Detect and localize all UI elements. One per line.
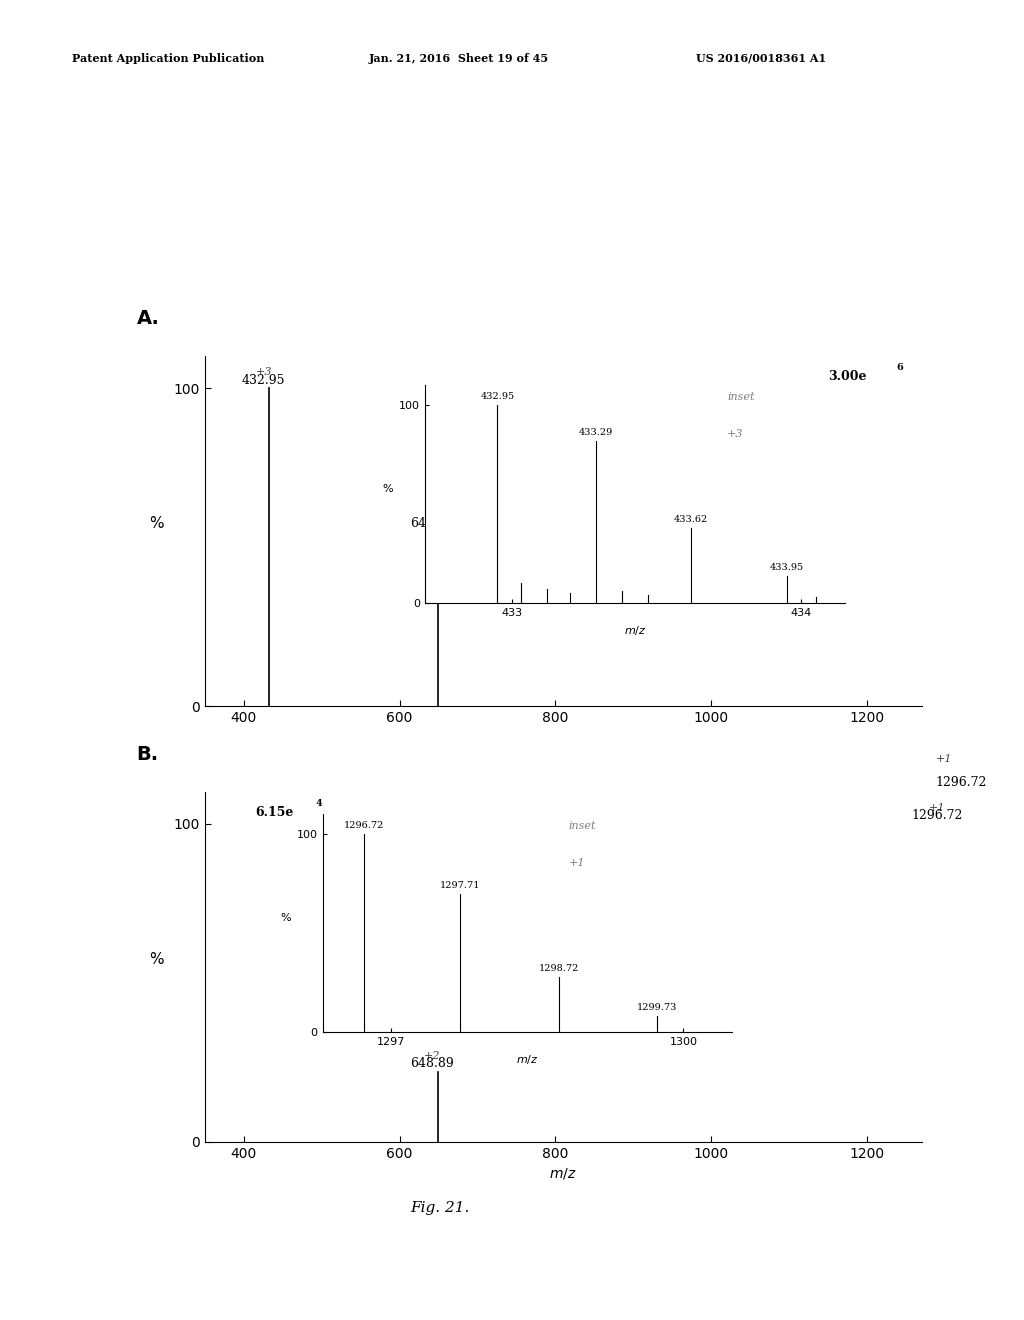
Text: +1: +1	[929, 803, 945, 813]
Text: 1298.72: 1298.72	[539, 964, 579, 973]
Y-axis label: %: %	[150, 952, 164, 966]
Text: 433.29: 433.29	[579, 428, 613, 437]
Text: Patent Application Publication: Patent Application Publication	[72, 53, 264, 63]
Text: Jan. 21, 2016  Sheet 19 of 45: Jan. 21, 2016 Sheet 19 of 45	[369, 53, 549, 63]
Y-axis label: %: %	[150, 516, 164, 531]
Text: inset: inset	[727, 392, 755, 403]
Text: 6: 6	[897, 363, 903, 372]
Text: 1296.72: 1296.72	[343, 821, 384, 830]
Text: +2: +2	[424, 510, 440, 520]
Text: +1: +1	[568, 858, 585, 869]
Text: Fig. 21.: Fig. 21.	[411, 1201, 470, 1214]
Text: +3: +3	[727, 429, 743, 440]
Y-axis label: %: %	[281, 913, 291, 924]
Text: 648.90: 648.90	[410, 516, 454, 529]
Text: 432.95: 432.95	[242, 374, 286, 387]
Text: 4: 4	[315, 799, 323, 808]
Text: 1296.72: 1296.72	[936, 776, 987, 788]
Text: 648.89: 648.89	[410, 1057, 454, 1071]
Text: inset: inset	[568, 821, 596, 832]
Text: 433.62: 433.62	[674, 515, 709, 524]
X-axis label: $m/z$: $m/z$	[549, 1166, 578, 1181]
Text: +1: +1	[936, 754, 952, 764]
Text: 6.15e: 6.15e	[255, 807, 293, 818]
Text: 432.95: 432.95	[480, 392, 514, 401]
X-axis label: $m/z$: $m/z$	[516, 1052, 539, 1065]
Text: US 2016/0018361 A1: US 2016/0018361 A1	[696, 53, 826, 63]
Text: +3: +3	[255, 367, 272, 378]
Text: 1297.71: 1297.71	[440, 880, 480, 890]
Text: 1299.73: 1299.73	[637, 1003, 677, 1012]
Text: B.: B.	[137, 744, 159, 764]
Y-axis label: %: %	[383, 484, 393, 494]
Text: 433.95: 433.95	[770, 562, 804, 572]
Text: A.: A.	[137, 309, 160, 329]
Text: 1296.72: 1296.72	[911, 809, 963, 822]
X-axis label: $m/z$: $m/z$	[624, 623, 646, 636]
Text: +2: +2	[424, 1051, 440, 1061]
Text: 3.00e: 3.00e	[828, 371, 867, 383]
